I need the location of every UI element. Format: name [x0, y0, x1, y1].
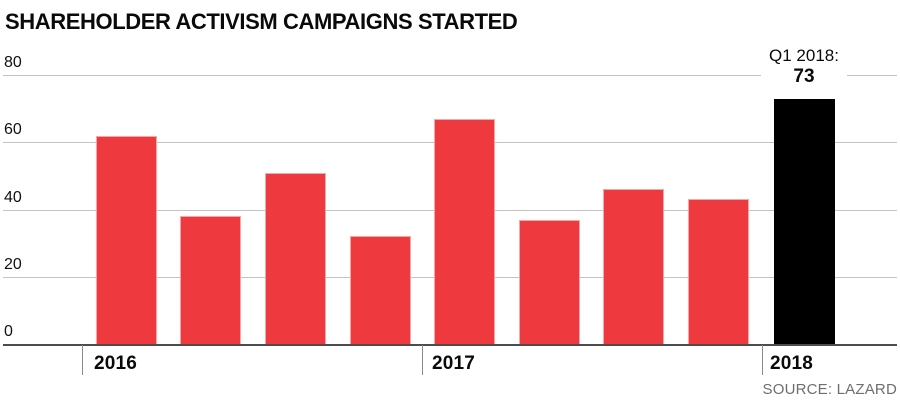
x-axis-tick-2017	[422, 345, 423, 375]
chart-title: SHAREHOLDER ACTIVISM CAMPAIGNS STARTED	[5, 9, 518, 34]
x-axis-tick-2016	[82, 345, 83, 375]
bar-2016-q3	[265, 173, 326, 344]
highlight-annotation: Q1 2018: 73	[761, 46, 847, 91]
y-axis-tick-label: 60	[4, 121, 22, 139]
bar-2016-q2	[180, 216, 241, 344]
bar-2017-q2	[519, 220, 580, 344]
bar-2016-q4	[350, 236, 411, 344]
source-credit: SOURCE: LAZARD	[762, 381, 897, 398]
bar-2017-q3	[603, 189, 664, 344]
x-axis-label-2017: 2017	[432, 353, 476, 374]
x-axis-label-2016: 2016	[94, 353, 138, 374]
plot-area: 80 60 40 20 0	[3, 55, 897, 346]
bar-2017-q4	[688, 199, 749, 344]
y-axis-tick-label: 20	[4, 255, 22, 273]
bar-2017-q1	[434, 119, 495, 344]
bar-2016-q1	[96, 136, 157, 344]
y-axis-tick-label: 0	[4, 323, 13, 340]
x-axis-tick-2018	[762, 345, 763, 375]
y-axis-tick-label: 40	[4, 188, 22, 206]
x-axis-label-2018: 2018	[770, 353, 814, 374]
gridline-80	[3, 75, 897, 76]
bar-2018-q1	[774, 99, 835, 344]
y-axis-tick-label: 80	[4, 54, 22, 71]
annotation-label: Q1 2018:	[769, 46, 839, 65]
annotation-value: 73	[793, 65, 815, 87]
